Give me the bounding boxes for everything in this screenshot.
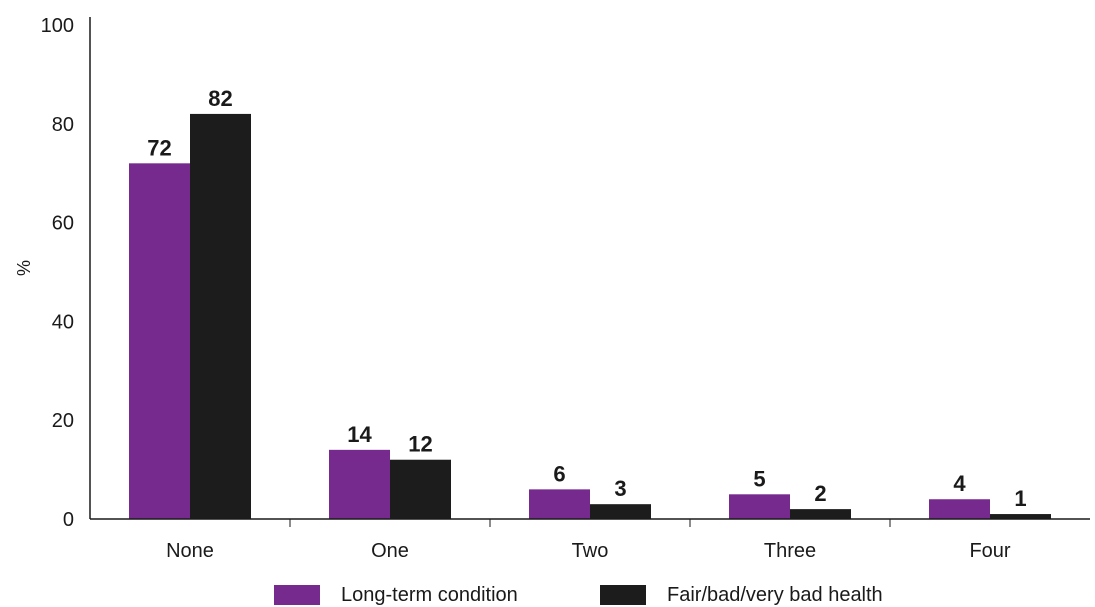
y-tick-label-0: 0	[63, 509, 74, 531]
data-label-two-series-2: 3	[614, 476, 626, 501]
y-tick-label-20: 20	[52, 410, 74, 432]
legend-label-1: Long-term condition	[341, 584, 518, 606]
x-tick-marks	[290, 519, 890, 527]
data-label-four-series-2: 1	[1014, 486, 1026, 511]
data-label-one-series-1: 14	[347, 422, 372, 447]
legend-item-2: Fair/bad/very bad health	[600, 584, 883, 606]
data-label-none-series-2: 82	[208, 86, 232, 111]
bar-none-series-2	[190, 114, 251, 519]
y-tick-label-80: 80	[52, 114, 74, 136]
category-label-four: Four	[969, 540, 1010, 562]
y-tick-labels: 0 20 40 60 80 100	[41, 15, 74, 531]
bar-none-series-1	[129, 163, 190, 519]
data-label-one-series-2: 12	[408, 432, 432, 457]
legend-item-1: Long-term condition	[274, 584, 518, 606]
data-labels: 72 82 14 12 6 3 5 2 4 1	[147, 86, 1026, 511]
category-label-one: One	[371, 540, 409, 562]
bar-three-series-1	[729, 494, 790, 519]
legend-swatch-1	[274, 585, 320, 605]
bar-three-series-2	[790, 509, 851, 519]
y-tick-label-100: 100	[41, 15, 74, 37]
bar-two-series-1	[529, 489, 590, 519]
y-tick-label-60: 60	[52, 213, 74, 235]
bars	[129, 114, 1051, 519]
x-axis: None One Two Three Four	[90, 519, 1090, 562]
category-labels: None One Two Three Four	[166, 540, 1011, 562]
bar-one-series-1	[329, 450, 390, 519]
legend: Long-term condition Fair/bad/very bad hea…	[274, 584, 883, 606]
bar-two-series-2	[590, 504, 651, 519]
category-label-two: Two	[572, 540, 609, 562]
bar-one-series-2	[390, 460, 451, 519]
data-label-none-series-1: 72	[147, 135, 171, 160]
category-label-none: None	[166, 540, 214, 562]
legend-swatch-2	[600, 585, 646, 605]
category-label-three: Three	[764, 540, 816, 562]
data-label-three-series-1: 5	[753, 466, 765, 491]
bar-four-series-1	[929, 499, 990, 519]
data-label-two-series-1: 6	[553, 461, 565, 486]
y-axis-label: %	[14, 260, 34, 276]
data-label-four-series-1: 4	[953, 471, 966, 496]
y-tick-label-40: 40	[52, 311, 74, 333]
data-label-three-series-2: 2	[814, 481, 826, 506]
y-axis: 0 20 40 60 80 100 %	[14, 15, 90, 531]
legend-label-2: Fair/bad/very bad health	[667, 584, 883, 606]
